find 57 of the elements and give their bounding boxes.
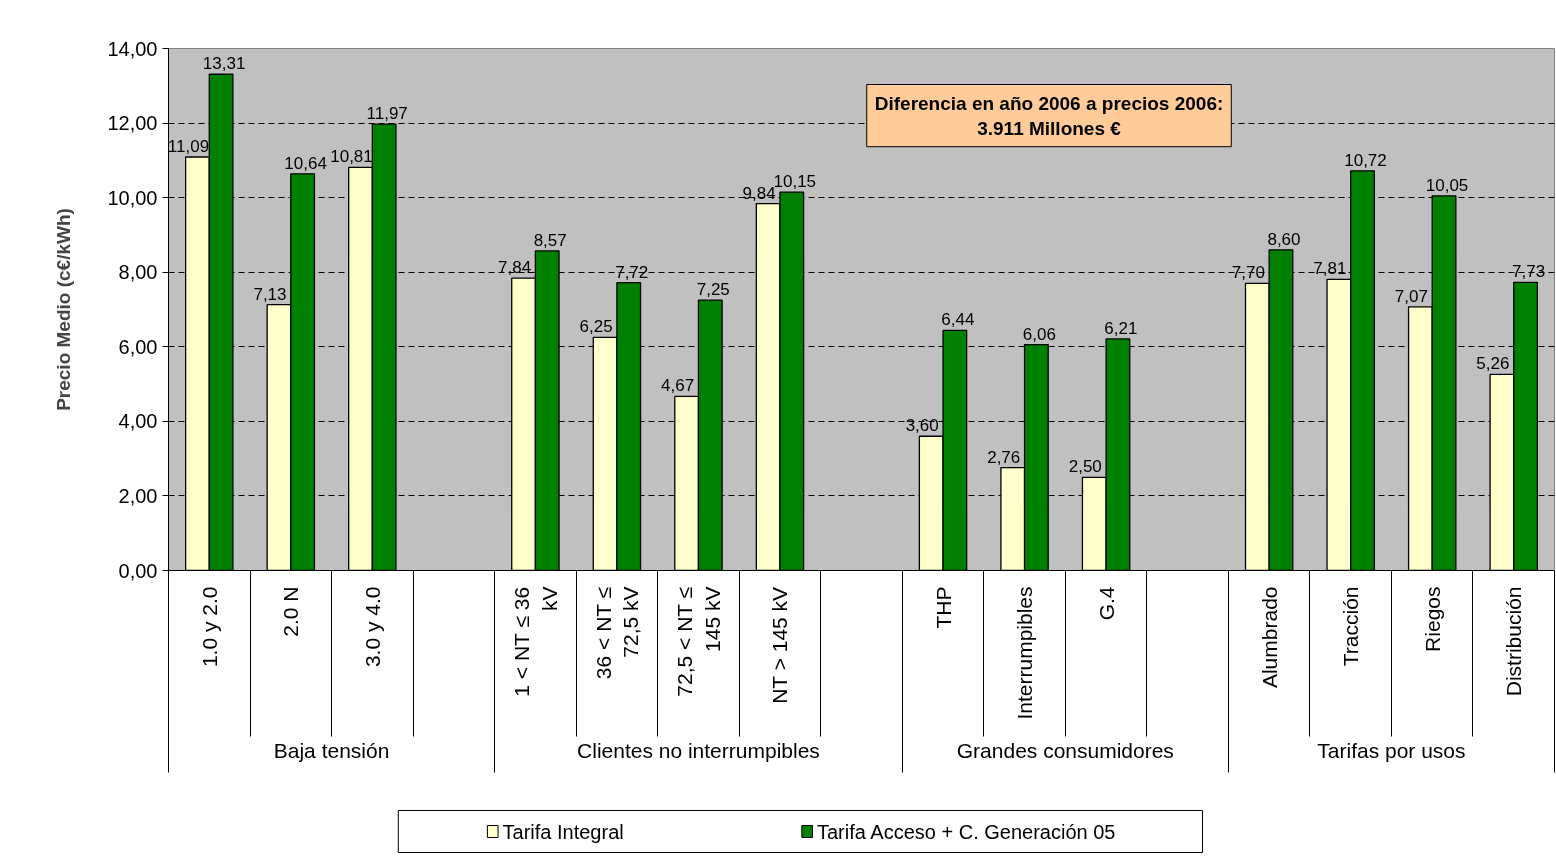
data-label: 7,70 (1231, 263, 1265, 283)
x-tick-label: G.4 (1094, 586, 1118, 621)
text: Grandes consumidores (956, 738, 1174, 762)
data-label: 3,60 (905, 416, 939, 436)
text: Baja tensión (273, 738, 390, 762)
annotation: Diferencia en año 2006 a precios 2006: 3.911 Millones € (874, 92, 1224, 139)
data-label: 4,67 (661, 376, 695, 396)
x-tick-label: Interrumpibles (1013, 586, 1037, 720)
x-tick-label: 3.0 y 4.0 (360, 586, 384, 668)
y-tick-label: 0,00 (118, 559, 158, 582)
data-label: 7,73 (1512, 262, 1546, 282)
data-label: 7,81 (1313, 259, 1347, 279)
data-label: 7,25 (696, 280, 730, 300)
data-label: 11,09 (167, 137, 210, 156)
data-label: 10,15 (773, 172, 817, 192)
data-label: 5,26 (1476, 354, 1510, 374)
data-label: 7,13 (253, 284, 287, 304)
data-label: 10,05 (1425, 175, 1469, 195)
x-tick-label: 1.0 y 2.0 (197, 586, 221, 668)
data-label: 2,50 (1068, 457, 1102, 477)
y-tick-label: 10,00 (107, 186, 158, 209)
data-label: 6,06 (1022, 324, 1056, 344)
x-tick-label: THP (931, 586, 955, 629)
legend-label: Tarifa Integral (502, 820, 624, 843)
data-label: 8,60 (1267, 229, 1301, 249)
text: Clientes no interrumpibles (577, 738, 820, 762)
data-label: 9,84 (742, 183, 776, 203)
data-label: 13,31 (202, 54, 246, 74)
data-label: 7,84 (498, 258, 532, 278)
x-tick-label: Alumbrado (1257, 586, 1281, 689)
data-label: 7,72 (615, 262, 649, 282)
y-tick-label: 14,00 (107, 37, 158, 60)
data-label: 11,97 (366, 104, 408, 124)
data-label: 7,07 (1394, 286, 1428, 306)
x-tick-label: Distribución (1502, 586, 1526, 697)
x-tick-label: Riegos (1420, 586, 1444, 652)
data-label: 2,76 (987, 447, 1021, 467)
text: Tarifas por usos (1317, 738, 1466, 762)
x-tick-label: 2.0 N (279, 586, 303, 637)
y-tick-label: 6,00 (118, 335, 158, 358)
data-label: 8,57 (533, 230, 567, 250)
y-tick-label: 4,00 (118, 410, 158, 433)
data-label: 10,72 (1344, 150, 1387, 170)
data-label: 10,64 (284, 153, 327, 173)
data-label: 10,81 (330, 147, 373, 167)
data-label: 6,21 (1104, 318, 1138, 338)
y-tick-label: 12,00 (107, 112, 158, 135)
y-axis-title: Precio Medio (c€/kWh) (53, 208, 75, 411)
x-tick-label: NT > 145 kV (768, 586, 792, 704)
x-tick-label: 72,5 < NT ≤ 145 kV (673, 586, 724, 697)
y-tick-label: 2,00 (118, 484, 158, 507)
legend-label: Tarifa Acceso + C. Generación 05 (816, 820, 1116, 843)
x-tick-label: Tracción (1339, 586, 1363, 667)
x-tick-label: 1 < NT ≤ 36 kV (510, 586, 561, 697)
data-label: 6,44 (941, 310, 975, 330)
data-label: 6,25 (579, 317, 613, 337)
y-tick-label: 8,00 (118, 261, 158, 284)
